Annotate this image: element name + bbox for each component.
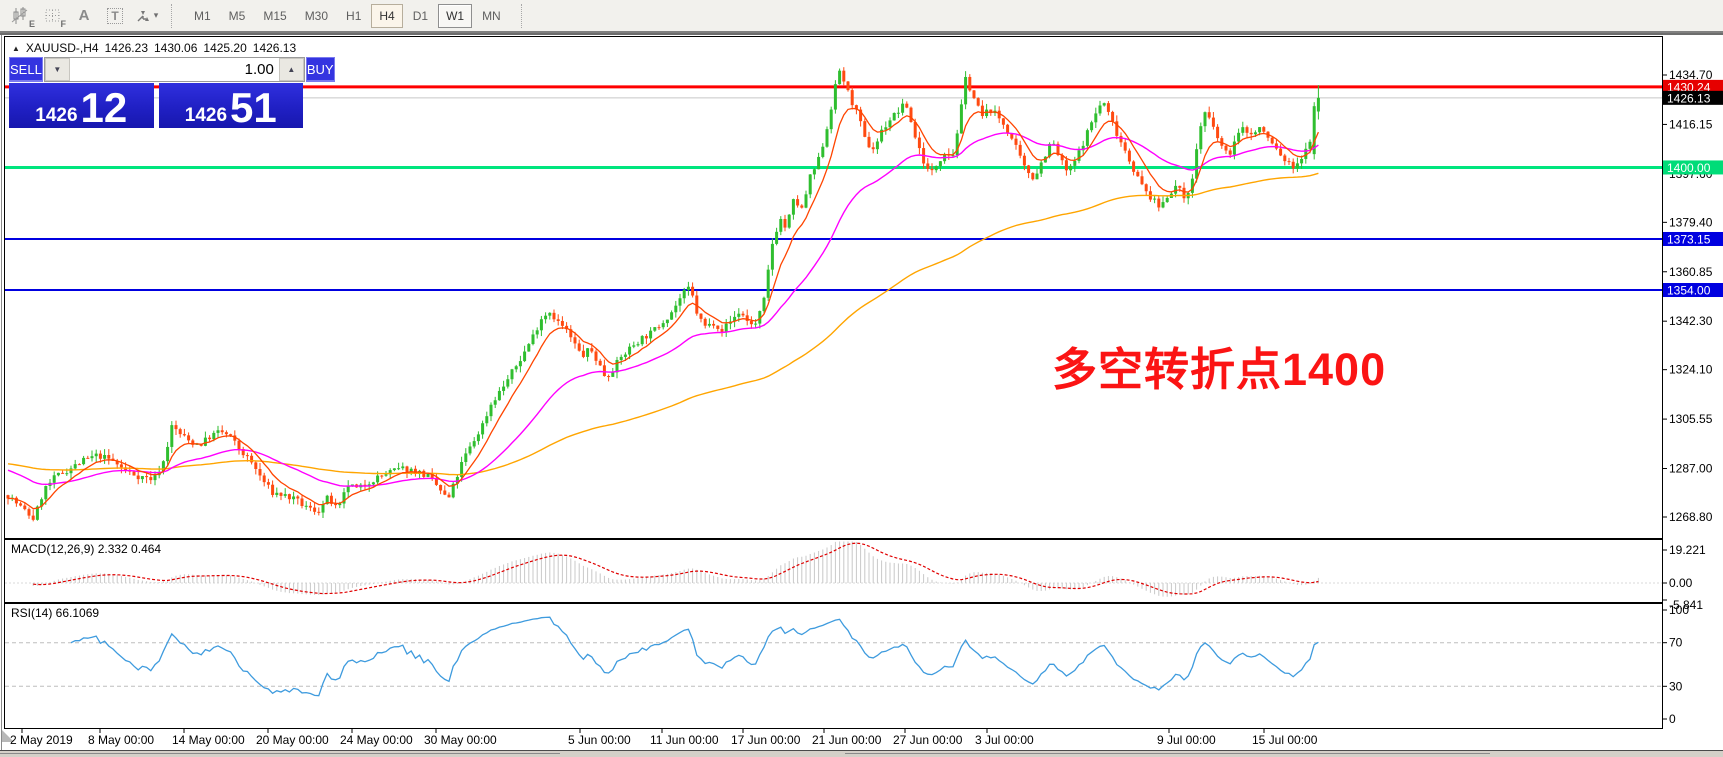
sell-price-pips: 12 [80, 83, 128, 131]
ma-slow-line [7, 172, 1319, 476]
bar-close: 1426.13 [252, 41, 297, 55]
price-tick-label: 1268.80 [1669, 510, 1713, 524]
one-click-trading-panel: SELL ▼ ▲ BUY 1426 12 1426 51 [9, 57, 335, 131]
rsi-line [70, 616, 1319, 697]
buy-button[interactable]: BUY [305, 57, 335, 82]
symbol-name: XAUUSD-,H4 [25, 41, 99, 55]
volume-increase-button[interactable]: ▲ [278, 58, 304, 81]
volume-input[interactable] [69, 58, 279, 81]
collapse-triangle-icon[interactable]: ▲ [12, 43, 20, 53]
sell-price-box[interactable]: 1426 12 [9, 83, 154, 128]
date-tick-label: 24 May 00:00 [340, 733, 413, 747]
macd-tick-label: 19.221 [1669, 543, 1706, 557]
arrows-icon [137, 10, 149, 21]
date-axis[interactable]: 2 May 2019 8 May 00:00 14 May 00:00 20 May … [10, 729, 1318, 747]
text-tool-button[interactable]: T [101, 4, 129, 28]
macd-indicator-label: MACD(12,26,9) 2.332 0.464 [11, 542, 161, 556]
corner-gripper [2, 730, 14, 742]
date-tick-label: 17 Jun 00:00 [731, 733, 801, 747]
grid-button[interactable]: F [39, 4, 67, 29]
price-tick-label: 1416.15 [1669, 117, 1713, 131]
timeframe-button-h1[interactable]: H1 [346, 8, 362, 23]
grid-icon [45, 9, 60, 21]
bar-low: 1425.20 [203, 41, 247, 55]
date-tick-label: 5 Jun 00:00 [568, 733, 631, 747]
price-tick-label: 1360.85 [1669, 265, 1713, 279]
timeframe-button-m5[interactable]: M5 [228, 8, 246, 23]
volume-decrease-button[interactable]: ▼ [44, 58, 70, 81]
macd-signal-line [33, 542, 1319, 595]
arrows-dropdown-caret: ▾ [153, 10, 159, 20]
rsi-pane[interactable] [4, 603, 1663, 729]
rsi-tick-label: 70 [1669, 636, 1683, 650]
price-tick-label: 1324.10 [1669, 363, 1713, 377]
date-tick-label: 11 Jun 00:00 [650, 733, 719, 747]
arrows-tool-button[interactable]: ▾ [132, 4, 160, 28]
grid-button-badge: F [60, 18, 67, 29]
rsi-tick-label: 0 [1669, 712, 1676, 726]
toolbar-separator [171, 3, 178, 28]
date-tick-label: 3 Jul 00:00 [975, 733, 1034, 747]
sell-price-big-figure: 1426 [35, 105, 78, 126]
date-tick-label: 14 May 00:00 [172, 733, 245, 747]
date-tick-label: 15 Jul 00:00 [1252, 733, 1318, 747]
timeframe-button-m1[interactable]: M1 [194, 8, 211, 23]
timeframe-button-m15[interactable]: M15 [263, 8, 287, 23]
chart-symbol-header: ▲ XAUUSD-,H4 1426.23 1430.06 1425.20 142… [12, 41, 296, 55]
price-level-label: 1354.00 [1667, 284, 1711, 298]
macd-pane[interactable] [4, 539, 1663, 603]
bar-high: 1430.06 [154, 41, 198, 55]
buy-price-pips: 51 [230, 83, 277, 131]
ma-mid-line [7, 132, 1319, 487]
label-tool-icon: A [78, 7, 90, 24]
timeframe-buttons: M1 M5 M15 M30 H1 H4 D1 W1 MN [185, 3, 510, 28]
charts-panel-button[interactable]: E [8, 4, 36, 29]
date-tick-label: 21 Jun 00:00 [812, 733, 882, 747]
date-tick-label: 2 May 2019 [10, 733, 73, 747]
rsi-indicator-label: RSI(14) 66.1069 [11, 606, 99, 620]
timeframe-button-d1[interactable]: D1 [412, 8, 429, 23]
timeframe-button-m30[interactable]: M30 [304, 8, 329, 23]
price-level-label: 1426.13 [1667, 91, 1711, 105]
price-tick-label: 1434.70 [1669, 68, 1713, 82]
sell-button[interactable]: SELL [9, 57, 43, 82]
price-level-label: 1400.00 [1667, 161, 1711, 175]
toolbar: E F A T ▾ M1 M5 M15 M30 H1 H4 D1 W1 MN [0, 0, 1723, 33]
price-tick-label: 1287.00 [1669, 462, 1713, 476]
date-tick-label: 9 Jul 00:00 [1157, 733, 1216, 747]
date-tick-label: 30 May 00:00 [424, 733, 497, 747]
macd-tick-label: -5.841 [1669, 598, 1703, 612]
date-tick-label: 20 May 00:00 [256, 733, 329, 747]
ma-fast-line [7, 107, 1319, 510]
date-tick-label: 8 May 00:00 [88, 733, 154, 747]
timeframe-button-w1[interactable]: W1 [438, 3, 473, 28]
macd-tick-label: 0.00 [1669, 576, 1693, 590]
timeframe-button-mn[interactable]: MN [482, 8, 501, 23]
text-tool-icon: T [107, 7, 123, 24]
price-axis[interactable]: 1434.701416.151397.601379.401360.851342.… [1662, 68, 1723, 726]
date-tick-label: 27 Jun 00:00 [893, 733, 963, 747]
label-tool-button[interactable]: A [70, 4, 98, 28]
charts-button-badge: E [28, 18, 35, 29]
volume-spinner: ▼ ▲ [43, 57, 305, 82]
price-tick-label: 1379.40 [1669, 215, 1713, 229]
price-level-label: 1373.15 [1667, 232, 1711, 246]
candlestick-chart-icon [11, 6, 28, 24]
toolbar-separator-2 [520, 3, 528, 28]
price-tick-label: 1342.30 [1669, 314, 1713, 328]
rsi-tick-label: 100 [1669, 603, 1689, 617]
bar-open: 1426.23 [104, 41, 148, 55]
rsi-tick-label: 30 [1669, 679, 1683, 693]
buy-price-box[interactable]: 1426 51 [158, 83, 303, 131]
buy-price-big-figure: 1426 [184, 105, 228, 126]
price-tick-label: 1305.55 [1669, 412, 1713, 426]
timeframe-button-h4[interactable]: H4 [371, 3, 403, 28]
